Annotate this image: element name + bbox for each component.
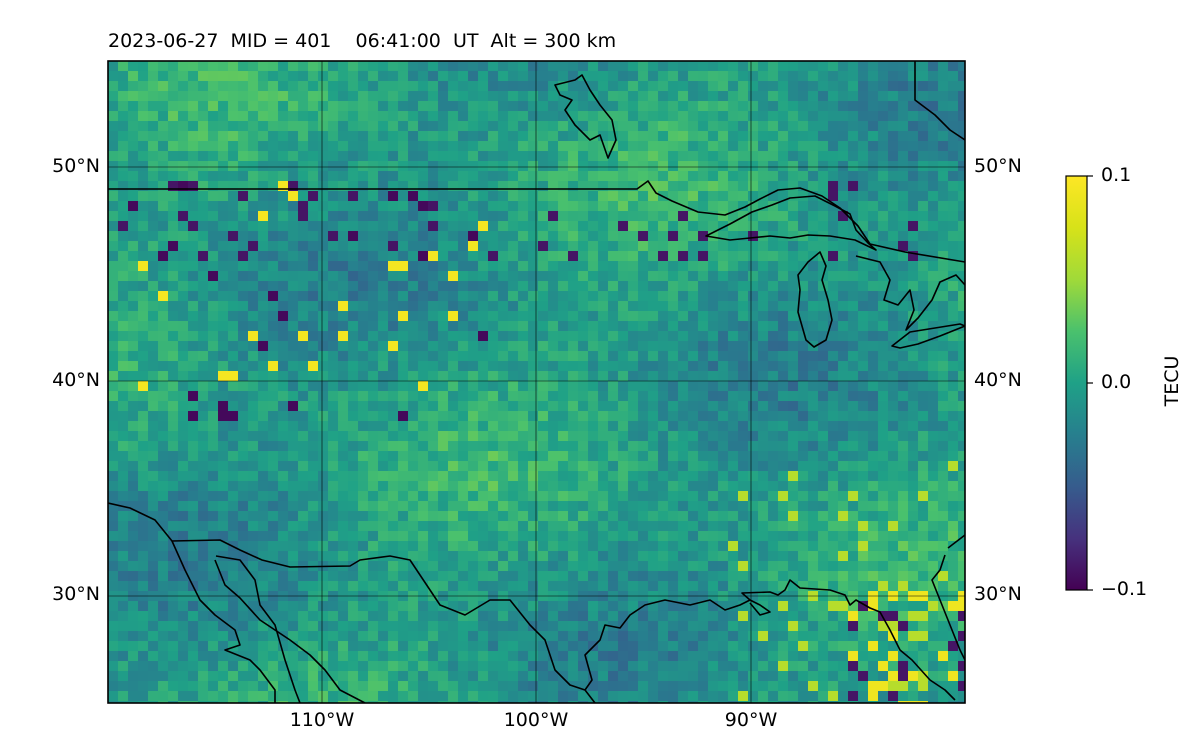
lake-huron	[855, 255, 965, 331]
colorbar-tick-zero: 0.0	[1101, 371, 1132, 393]
lat-label-right-50: 50°N	[974, 155, 1022, 177]
coastlines	[108, 61, 965, 703]
hudson-shore	[914, 61, 965, 141]
james-bay-shore	[554, 74, 617, 159]
lon-label-100w: 100°W	[503, 709, 569, 731]
graticule	[108, 61, 965, 703]
florida-east-coast	[947, 534, 965, 549]
lake-michigan	[797, 251, 833, 348]
map-title: 2023-06-27 MID = 401 06:41:00 UT Alt = 3…	[108, 30, 617, 52]
florida-west-coast	[931, 554, 965, 661]
baja-california	[171, 540, 276, 703]
sonora-coast	[215, 555, 301, 703]
baja-inner	[214, 559, 366, 703]
lat-label-left-50: 50°N	[52, 155, 100, 177]
lake-superior	[705, 195, 877, 251]
lake-erie	[891, 323, 965, 349]
us-canada-border	[108, 180, 965, 263]
lon-label-90w: 90°W	[724, 709, 778, 731]
lat-label-right-30: 30°N	[974, 583, 1022, 605]
lat-label-right-40: 40°N	[974, 369, 1022, 391]
colorbar-tick-min: −0.1	[1101, 578, 1148, 600]
colorbar-tick-max: 0.1	[1101, 164, 1132, 186]
us-mexico-border	[108, 502, 596, 703]
lat-label-left-40: 40°N	[52, 369, 100, 391]
yucatan-coast	[749, 599, 771, 616]
lon-label-110w: 110°W	[289, 709, 355, 731]
colorbar	[1065, 175, 1088, 591]
gulf-coast-us	[584, 579, 956, 701]
tec-heatmap	[108, 61, 965, 703]
colorbar-label: TECU	[1161, 355, 1183, 407]
map-frame	[107, 60, 966, 704]
colorbar-ticks	[1087, 175, 1093, 591]
lat-label-left-30: 30°N	[52, 583, 100, 605]
